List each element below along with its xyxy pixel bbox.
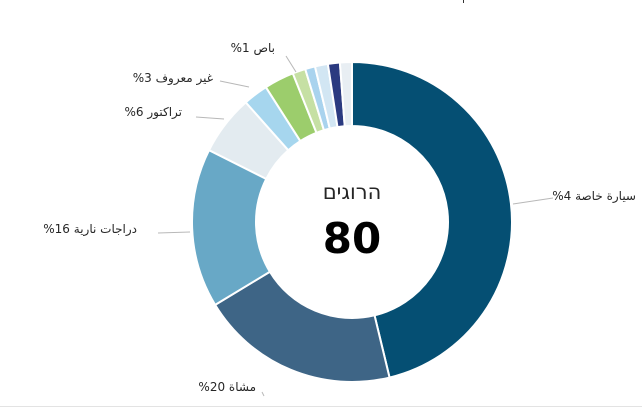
top-edge-mark [463, 0, 464, 3]
slice-label-1: %4 سيارة خاصة [552, 189, 636, 204]
leader-line-4 [195, 116, 225, 120]
leader-lines [157, 55, 554, 397]
center-value: 80 [323, 214, 381, 263]
leader-line-3 [157, 231, 191, 234]
leader-line-6 [219, 80, 250, 88]
leader-line-2 [261, 391, 265, 397]
bottom-divider [0, 406, 642, 407]
slice-labels: %4 سيارة خاصة %20 مشاة %16 دراجات نارية %6 … [43, 41, 636, 394]
donut-slice-minor-11 [338, 60, 353, 128]
donut-slice-2 [213, 270, 391, 383]
donut-slice-1 [351, 60, 513, 379]
leader-line-1 [512, 197, 554, 205]
donut-slices [191, 60, 513, 383]
center-title: הרוגים [323, 180, 382, 204]
leader-line-8 [285, 55, 297, 73]
slice-label-8: %1 باص [231, 41, 275, 56]
slice-label-4: %6 تراكتور [125, 105, 182, 120]
slice-label-2: %20 مشاة [198, 380, 256, 394]
slice-label-6: %3 غير معروف [133, 71, 213, 86]
slice-label-3: %16 دراجات نارية [43, 222, 137, 237]
